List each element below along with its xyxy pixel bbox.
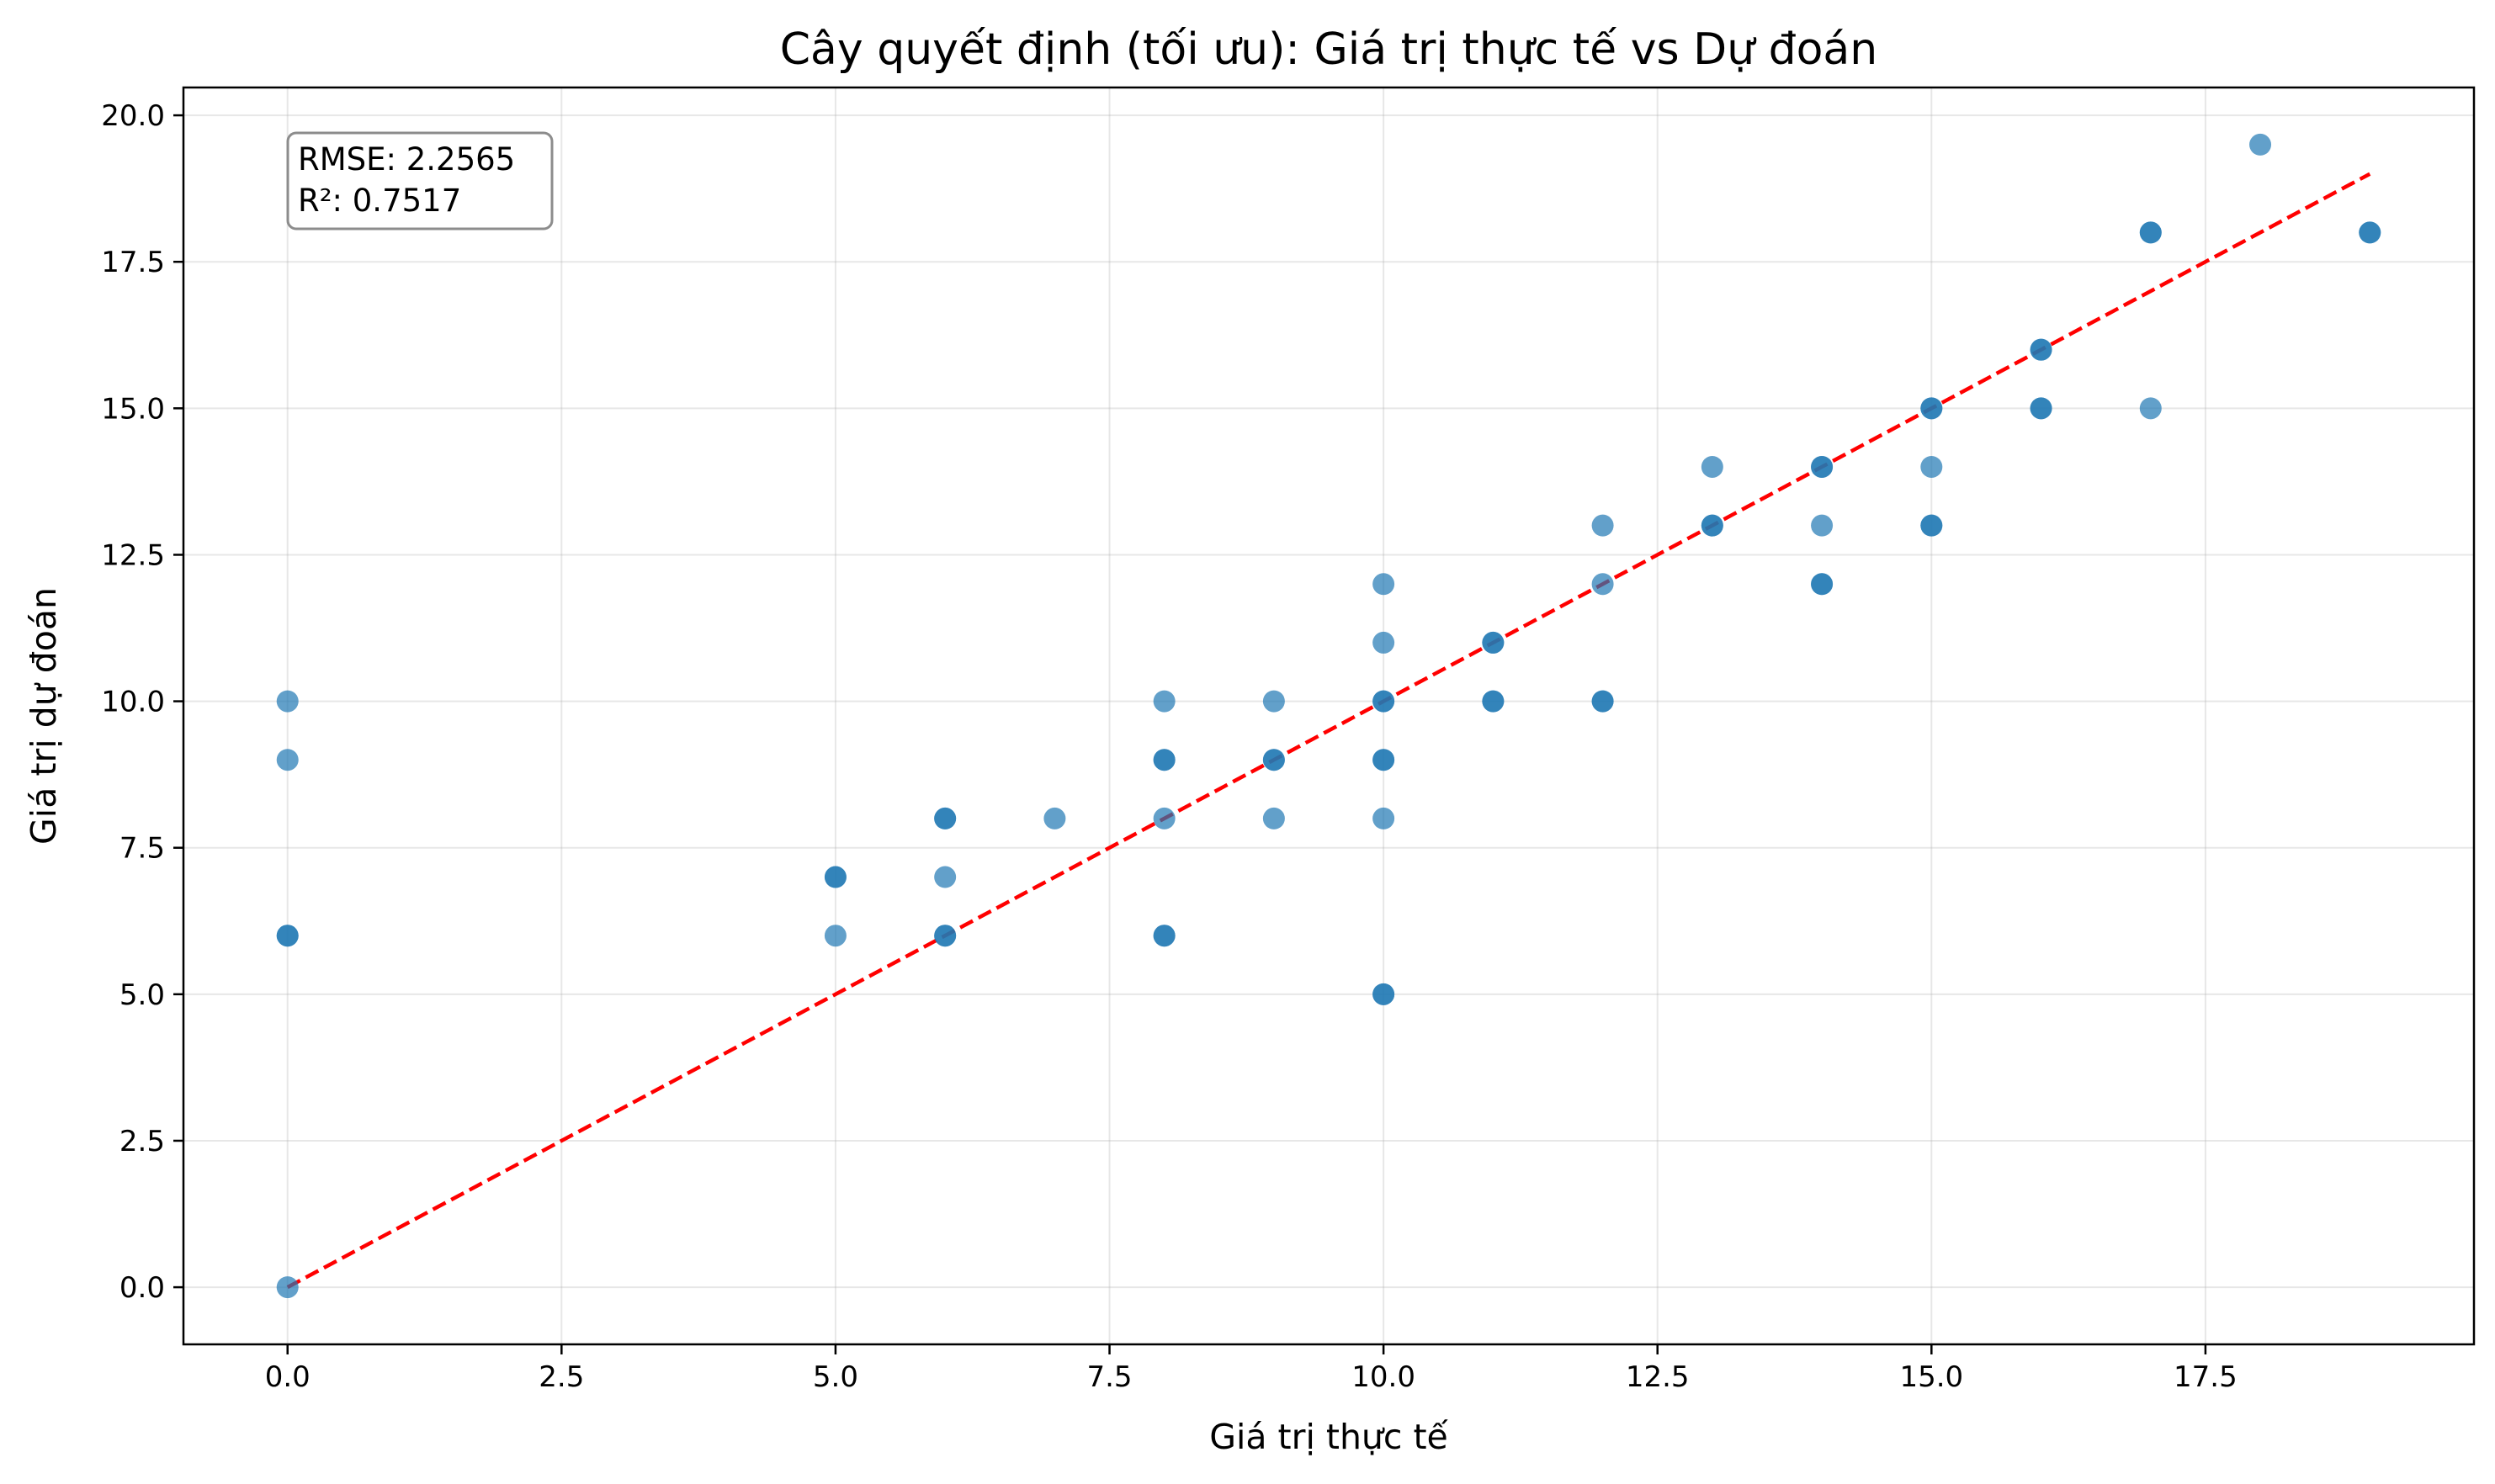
- data-point: [934, 807, 957, 829]
- data-point: [1591, 514, 1614, 537]
- y-tick-label: 17.5: [101, 246, 165, 279]
- y-tick-label: 0.0: [119, 1271, 165, 1305]
- points-layer: [276, 133, 2381, 1299]
- data-point: [2249, 133, 2272, 156]
- data-point: [1372, 573, 1395, 596]
- y-axis-ticks: 0.0 2.5 5.0 7.5 10.0 12.5 15.0 17.5 20.0: [101, 99, 183, 1305]
- data-point: [1153, 807, 1176, 829]
- data-point: [824, 866, 847, 888]
- data-point: [1153, 925, 1176, 947]
- data-point: [1920, 455, 1943, 478]
- data-point: [2030, 338, 2052, 361]
- chart-title: Cây quyết định (tối ưu): Giá trị thực tế…: [780, 24, 1878, 75]
- data-point: [276, 925, 299, 947]
- y-tick-label: 2.5: [119, 1125, 165, 1158]
- reference-line: [286, 172, 2371, 1290]
- data-point: [824, 925, 847, 947]
- data-point: [1591, 690, 1614, 713]
- data-point: [1372, 690, 1395, 713]
- x-tick-label: 10.0: [1351, 1360, 1415, 1394]
- x-tick-label: 7.5: [1086, 1360, 1132, 1394]
- data-point: [1262, 690, 1285, 713]
- x-axis-ticks: 0.0 2.5 5.0 7.5 10.0 12.5 15.0 17.5: [265, 1344, 2238, 1394]
- data-point: [1701, 514, 1723, 537]
- data-point: [276, 690, 299, 713]
- x-axis-label: Giá trị thực tế: [1209, 1417, 1448, 1457]
- data-point: [1701, 455, 1723, 478]
- data-point: [1262, 807, 1285, 829]
- metrics-annotation: RMSE: 2.2565 R²: 0.7517: [286, 131, 554, 231]
- data-point: [2139, 397, 2162, 420]
- rmse-text: RMSE: 2.2565: [298, 141, 515, 178]
- data-point: [1372, 983, 1395, 1005]
- y-axis-label: Giá trị dự đoán: [24, 587, 64, 845]
- data-point: [1811, 514, 1834, 537]
- data-point: [934, 925, 957, 947]
- data-point: [1153, 749, 1176, 771]
- data-point: [934, 866, 957, 888]
- data-point: [1482, 690, 1505, 713]
- data-point: [1920, 514, 1943, 537]
- y-tick-label: 5.0: [119, 978, 165, 1012]
- x-tick-label: 15.0: [1899, 1360, 1963, 1394]
- grid-lines: [183, 87, 2474, 1344]
- y-tick-label: 7.5: [119, 832, 165, 866]
- data-point: [276, 1276, 299, 1299]
- data-point: [1153, 690, 1176, 713]
- x-tick-label: 5.0: [813, 1360, 858, 1394]
- x-tick-label: 17.5: [2174, 1360, 2238, 1394]
- x-tick-label: 0.0: [265, 1360, 311, 1394]
- x-tick-label: 2.5: [539, 1360, 584, 1394]
- x-tick-label: 12.5: [1626, 1360, 1690, 1394]
- data-point: [1591, 573, 1614, 596]
- data-point: [1811, 573, 1834, 596]
- data-point: [1262, 749, 1285, 771]
- data-point: [1811, 455, 1834, 478]
- y-tick-label: 20.0: [101, 99, 165, 133]
- annotation-box: [286, 131, 554, 231]
- data-point: [1920, 397, 1943, 420]
- data-point: [2030, 397, 2052, 420]
- data-point: [1372, 807, 1395, 829]
- r2-text: R²: 0.7517: [298, 183, 461, 219]
- y-tick-label: 10.0: [101, 686, 165, 719]
- data-point: [1043, 807, 1066, 829]
- reference-line-layer: [286, 172, 2371, 1290]
- data-point: [2359, 221, 2381, 244]
- data-point: [2139, 221, 2162, 244]
- data-point: [276, 749, 299, 771]
- data-point: [1482, 631, 1505, 654]
- y-tick-label: 12.5: [101, 538, 165, 572]
- data-point: [1372, 631, 1395, 654]
- y-tick-label: 15.0: [101, 392, 165, 426]
- plot-frame: [182, 86, 2476, 1346]
- data-point: [1372, 749, 1395, 771]
